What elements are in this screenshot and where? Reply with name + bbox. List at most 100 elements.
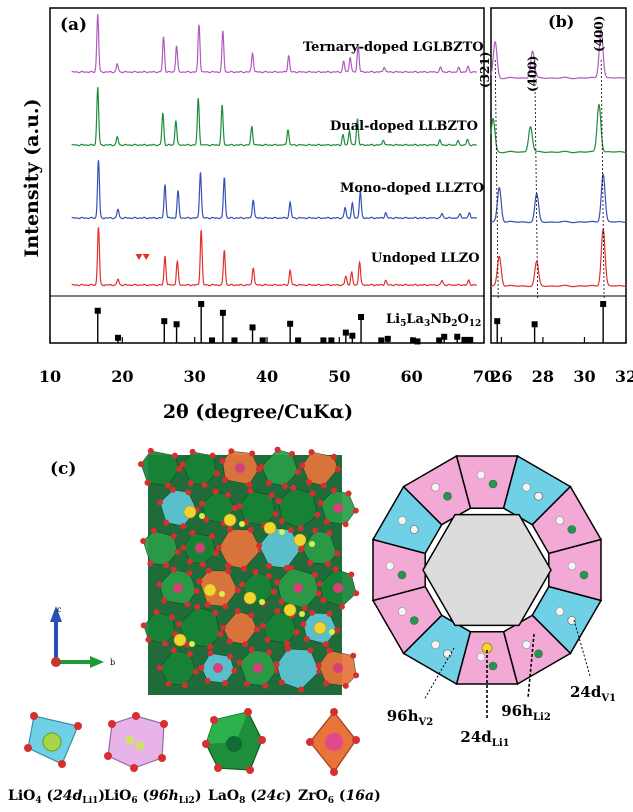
polyhedra-legend: LiO4 (24dLi1) LiO6 (96hLi2) LaO8 (24c) Z… [8,708,381,806]
impurity-marker [142,254,150,260]
reference-marker [161,318,168,325]
panel-c: (c) c b 96hV2 [8,446,616,806]
reference-marker-b [494,318,501,325]
reference-marker [173,321,180,328]
svg-text:24dLi1: 24dLi1 [460,728,509,749]
reference-marker [287,320,294,327]
x-tick-label: 70 [473,367,495,386]
legend-lao8: LaO8 (24c) [208,788,292,806]
reference-marker [295,337,302,344]
site-96h-li2-main: 96h [501,702,533,720]
site-96h-v2-sub: V2 [418,717,434,728]
series-label: Undoped LLZO [371,251,480,266]
reference-name: Li5La3Nb2O12 [386,312,481,329]
panel-b-series [490,28,626,301]
panel-b-x-ticks: 26 28 30 32 [490,337,633,386]
c-axis-label: c [57,605,62,614]
panel-a-series-labels: Ternary-doped LGLBZTO Dual-doped LLBZTO Mo… [303,40,484,266]
li-site-ring-diagram: 96hV2 24dLi1 96hLi2 24dV1 [371,454,616,749]
reference-marker [358,314,365,320]
series-line-a-0 [71,14,477,74]
x-tick-label: 20 [111,367,133,386]
axis-indicator: c b [50,605,115,668]
reference-marker [328,337,335,344]
c-axis-arrowhead [50,606,62,622]
site-label-96h-li2: 96hLi2 [501,702,551,723]
ring-polygons [371,454,603,686]
panel-a-series [71,14,477,287]
site-24d-li1-sub: Li1 [492,738,510,749]
legend-lio4: LiO4 (24dLi1) [8,788,105,806]
x-tick-label: 50 [328,367,350,386]
panel-a-frame [49,7,485,344]
panel-b-label: (b) [548,12,574,31]
site-label-24d-v1: 24dV1 [570,683,616,704]
reference-marker [384,335,391,342]
series-label: Ternary-doped LGLBZTO [303,40,484,55]
garnet-crystal-structure [138,446,360,695]
x-tick-label-b: 30 [573,367,595,386]
reference-marker [454,333,461,340]
axis-origin [51,657,61,667]
peak-label: (400) [592,16,606,52]
series-line-a-2 [71,159,477,220]
reference-marker [342,329,349,336]
reference-marker [414,338,421,345]
b-axis-arrowhead [90,656,104,668]
reference-marker-b [600,301,607,307]
reference-marker [410,337,417,344]
pointer-24d-v1 [573,619,591,677]
peak-guide-line [494,59,499,301]
panel-b: (b) 26 28 30 32 (321) (400) (400) [478,7,633,386]
site-pointers [423,619,591,718]
site-96h-v2-main: 96h [387,707,419,725]
series-line-b-0 [490,28,626,80]
panel-a-reference: Li5La3Nb2O12 [50,295,484,345]
panel-c-label: (c) [50,459,76,479]
svg-text:24dV1: 24dV1 [570,683,616,704]
peak-guide-line [600,59,605,301]
reference-marker-b [531,321,538,328]
reference-marker [94,307,101,314]
structure-polyhedra [138,446,360,693]
series-line-a-3 [71,226,477,287]
reference-marker [209,337,216,344]
site-24d-v1-sub: V1 [600,693,616,704]
reference-marker [441,333,448,340]
reference-marker [249,324,256,331]
series-label: Mono-doped LLZTO [340,181,484,196]
reference-marker [114,334,121,341]
panel-a-label: (a) [60,15,87,35]
x-tick-label-b: 28 [532,367,554,386]
panel-a-x-label: 2θ (degree/CuKα) [163,401,353,423]
svg-text:96hLi2: 96hLi2 [501,702,551,723]
site-label-96h-v2: 96hV2 [387,707,434,728]
reference-marker [219,309,226,316]
zro6-polyhedron-icon [306,708,360,776]
x-tick-label-b: 32 [615,367,633,386]
series-line-b-2 [491,173,626,224]
series-line-b-3 [491,228,626,288]
panel-b-peak-labels: (321) (400) (400) [478,16,606,92]
reference-marker [349,332,356,339]
b-axis-label: b [110,658,115,667]
site-96h-li2-sub: Li2 [533,712,551,723]
x-tick-label: 40 [256,367,278,386]
svg-text:96hV2: 96hV2 [387,707,434,728]
reference-marker [320,337,327,344]
legend-lio6: LiO6 (96hLi2) [104,788,201,806]
site-label-24d-li1: 24dLi1 [460,728,509,749]
reference-marker [231,337,238,344]
reference-marker [436,337,443,344]
peak-label: (321) [478,52,492,88]
legend-zro6: ZrO6 (16a) [298,788,381,806]
reference-marker [467,336,474,343]
site-24d-v1-main: 24d [570,683,602,701]
series-label: Dual-doped LLBZTO [330,119,478,134]
panel-a-x-ticks: 10 20 30 40 50 60 70 [39,337,495,386]
peak-label: (400) [526,56,540,92]
x-tick-label: 30 [184,367,206,386]
panel-b-frame [490,7,627,344]
reference-marker [461,336,468,343]
